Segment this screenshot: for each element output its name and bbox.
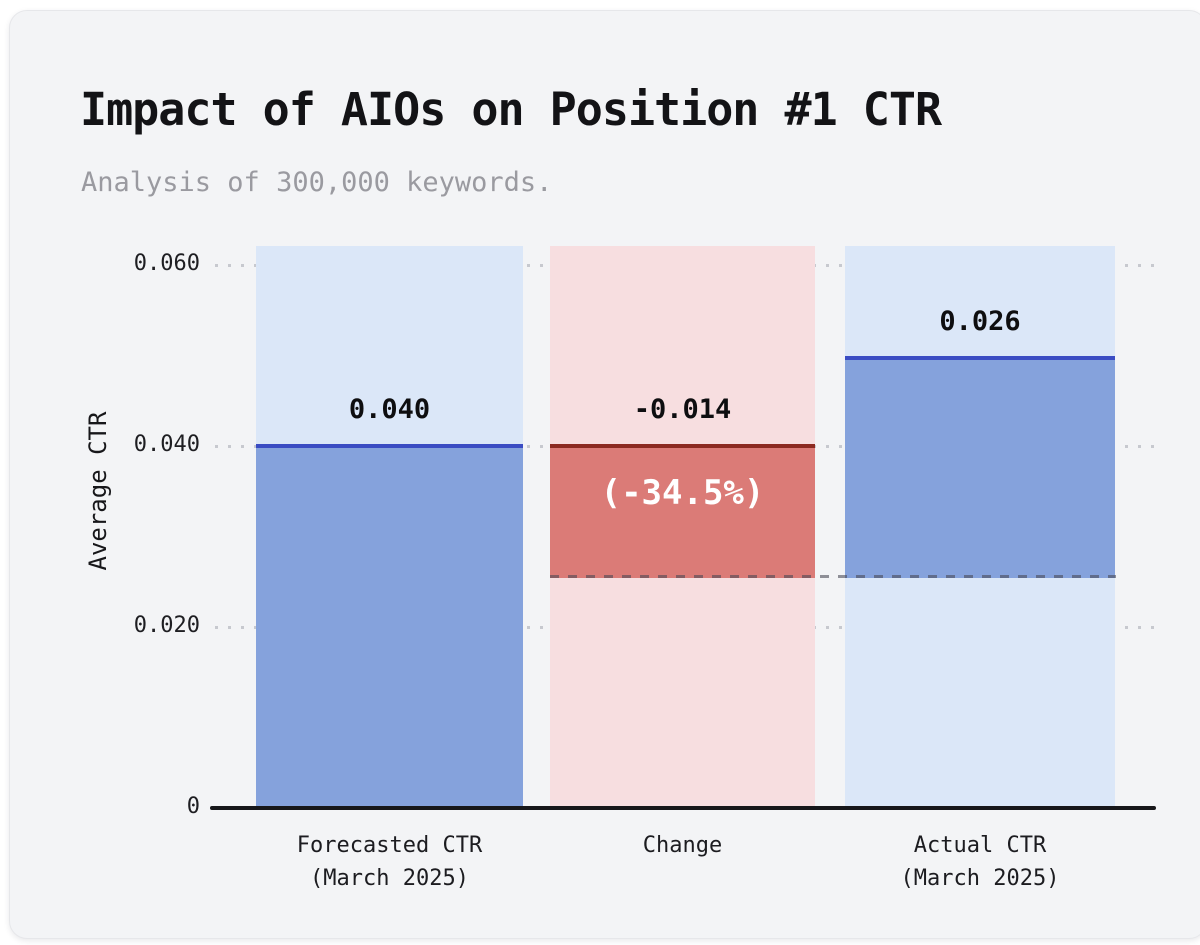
reference-line-0-026 — [550, 575, 1116, 578]
page-subtitle: Analysis of 300,000 keywords. — [81, 167, 553, 198]
value-line-forecasted — [256, 444, 523, 448]
bar-value-label-change: -0.014 — [633, 394, 732, 425]
x-label-forecasted-ctr: Forecasted CTR (March 2025) — [236, 829, 543, 895]
y-axis-title: Average CTR — [84, 411, 112, 571]
x-label-line: Change — [642, 833, 723, 858]
value-line-actual — [845, 356, 1115, 360]
bar-actual-ctr — [845, 360, 1115, 578]
x-label-line: (March 2025) — [310, 866, 469, 891]
x-label-actual-ctr: Actual CTR (March 2025) — [825, 829, 1135, 895]
bar-change — [550, 448, 815, 578]
page-title: Impact of AIOs on Position #1 CTR — [80, 83, 942, 136]
x-label-line: (March 2025) — [900, 866, 1060, 891]
bar-forecasted-ctr — [256, 448, 523, 808]
bar-value-label-forecasted: 0.040 — [348, 394, 431, 425]
y-tick-0-020: 0.020 — [133, 613, 200, 638]
change-percent-label: (-34.5%) — [600, 473, 765, 513]
value-line-change — [550, 444, 815, 448]
y-tick-0-060: 0.060 — [133, 251, 200, 276]
y-tick-0: 0 — [186, 794, 200, 819]
x-label-change: Change — [530, 829, 835, 862]
x-label-line: Actual CTR — [913, 833, 1047, 858]
y-tick-0-040: 0.040 — [133, 432, 200, 457]
x-label-line: Forecasted CTR — [296, 833, 483, 858]
bar-value-label-actual: 0.026 — [939, 306, 1021, 337]
x-axis-line — [210, 806, 1156, 810]
chart-card: Impact of AIOs on Position #1 CTR Analys… — [9, 10, 1200, 939]
